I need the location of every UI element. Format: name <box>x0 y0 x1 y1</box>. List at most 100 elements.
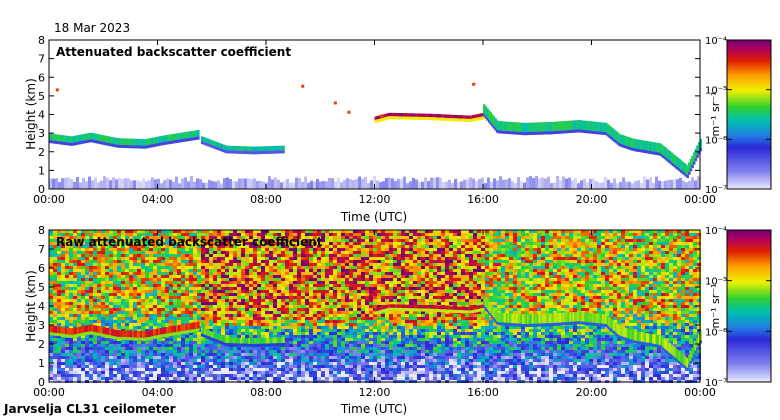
cloud-cell <box>88 139 91 143</box>
heatmap-cell <box>101 296 105 299</box>
cloud-cell <box>230 150 233 154</box>
heatmap-cell <box>185 248 189 251</box>
heatmap-cell <box>261 293 265 296</box>
heatmap-cell <box>153 284 157 287</box>
heatmap-cell <box>101 272 105 275</box>
heatmap-cell <box>113 284 117 287</box>
heatmap-cell <box>353 245 357 248</box>
heatmap-cell <box>109 299 113 302</box>
heatmap-cell <box>209 251 213 254</box>
heatmap-cell <box>269 242 273 245</box>
heatmap-cell <box>145 287 149 290</box>
x-tick-label: 04:00 <box>142 193 174 206</box>
heatmap-cell <box>273 302 277 305</box>
cloud-cell <box>202 137 206 142</box>
colorbar-tick-label: 10⁻⁴ <box>705 36 727 47</box>
heatmap-cell <box>217 293 221 296</box>
heatmap-cell <box>313 314 317 317</box>
heatmap-cell <box>341 308 345 311</box>
heatmap-cell <box>149 266 153 269</box>
cloud-cell <box>483 104 486 114</box>
heatmap-cell <box>321 308 325 311</box>
heatmap-cell <box>241 290 245 293</box>
heatmap-cell <box>177 341 181 344</box>
heatmap-cell <box>217 350 221 353</box>
heatmap-cell <box>117 299 121 302</box>
heatmap-cell <box>305 320 309 323</box>
heatmap-cell <box>177 281 181 284</box>
cloud-cell <box>277 150 280 154</box>
scatter-cell <box>333 101 337 105</box>
heatmap-cell <box>89 266 93 269</box>
cloud-cell <box>75 142 78 146</box>
heatmap-cell <box>205 347 209 350</box>
heatmap-cell <box>209 326 213 329</box>
heatmap-cell <box>93 272 97 275</box>
heatmap-cell <box>261 242 265 245</box>
heatmap-cell <box>185 353 189 356</box>
cloud-cell <box>423 113 426 117</box>
heatmap-cell <box>113 230 117 233</box>
heatmap-cell <box>169 287 173 290</box>
surface-layer-cell <box>211 181 214 189</box>
heatmap-cell <box>325 242 329 245</box>
heatmap-cell <box>309 236 313 239</box>
surface-layer-cell <box>436 177 439 189</box>
heatmap-cell <box>121 299 125 302</box>
heatmap-cell <box>85 311 89 314</box>
heatmap-cell <box>157 242 161 245</box>
heatmap-cell <box>209 272 213 275</box>
heatmap-cell <box>69 371 73 374</box>
heatmap-cell <box>301 353 305 356</box>
heatmap-cell <box>129 275 133 278</box>
heatmap-cell <box>217 254 221 257</box>
cloud-cell <box>452 114 456 119</box>
heatmap-cell <box>205 326 209 329</box>
surface-layer-cell <box>76 176 79 189</box>
heatmap-cell <box>197 344 201 347</box>
heatmap-cell <box>213 290 217 293</box>
heatmap-cell <box>317 239 321 242</box>
cloud-cell <box>83 133 86 141</box>
heatmap-cell <box>233 245 237 248</box>
heatmap-cell <box>173 287 177 290</box>
cloud-cell <box>411 113 415 117</box>
heatmap-cell <box>289 320 293 323</box>
heatmap-cell <box>201 365 205 368</box>
heatmap-cell <box>349 302 353 305</box>
heatmap-cell <box>309 371 313 374</box>
heatmap-cell <box>253 248 257 251</box>
heatmap-cell <box>341 266 345 269</box>
heatmap-cell <box>53 359 57 362</box>
surface-layer-cell <box>583 178 586 189</box>
heatmap-cell <box>333 287 337 290</box>
heatmap-cell <box>165 314 169 317</box>
heatmap-cell <box>85 290 89 293</box>
heatmap-cell <box>105 281 109 284</box>
heatmap-cell <box>337 347 341 350</box>
heatmap-cell <box>337 344 341 347</box>
heatmap-cell <box>61 269 65 272</box>
heatmap-cell <box>221 326 225 329</box>
heatmap-cell <box>329 281 333 284</box>
heatmap-cell <box>265 287 269 290</box>
heatmap-cell <box>189 269 193 272</box>
heatmap-cell <box>245 326 249 329</box>
heatmap-cell <box>149 353 153 356</box>
y-tick-label: 0 <box>38 183 45 196</box>
heatmap-cell <box>313 239 317 242</box>
surface-layer-cell <box>526 177 529 189</box>
heatmap-cell <box>293 284 297 287</box>
heatmap-cell <box>233 308 237 311</box>
cloud-cell <box>598 131 602 135</box>
heatmap-cell <box>345 278 349 281</box>
surface-layer-cell <box>598 182 601 189</box>
cloud-cell <box>454 114 457 119</box>
heatmap-cell <box>53 245 57 248</box>
heatmap-cell <box>333 251 337 254</box>
cloud-cell <box>470 118 474 122</box>
heatmap-cell <box>241 272 245 275</box>
heatmap-cell <box>257 311 261 314</box>
heatmap-cell <box>253 296 257 299</box>
heatmap-cell <box>229 251 233 254</box>
